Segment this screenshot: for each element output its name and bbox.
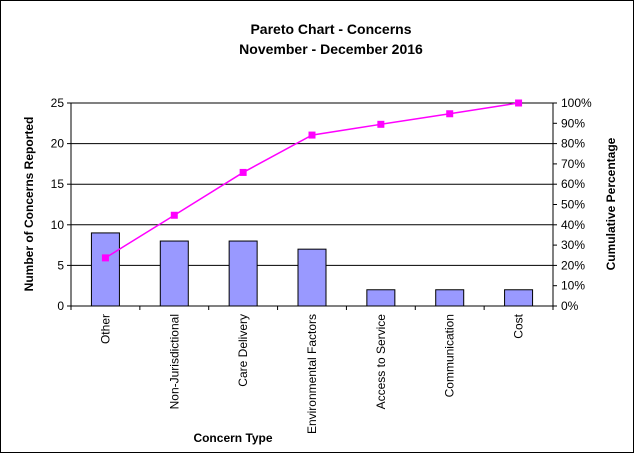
cumulative-point-2 [239, 168, 247, 176]
left-tick-label-2: 10 [51, 218, 65, 232]
left-tick-label-1: 5 [57, 258, 64, 272]
bar-6 [504, 289, 534, 307]
right-tick-label-0: 0% [561, 299, 579, 313]
left-tick-label-3: 15 [51, 177, 65, 191]
cumulative-point-6 [515, 99, 523, 107]
gridlines [71, 102, 553, 266]
bar-3 [297, 248, 327, 307]
x-tick-label-1: Non-Jurisdictional [167, 314, 181, 409]
x-tick-label-0: Other [98, 314, 112, 344]
right-tick-label-8: 80% [561, 137, 585, 151]
y-axis-title: Number of Concerns Reported [22, 117, 36, 292]
right-tick-label-5: 50% [561, 198, 585, 212]
cumulative-point-3 [308, 131, 316, 139]
bar-2 [228, 240, 258, 307]
right-tick-label-10: 100% [561, 96, 592, 110]
bars [90, 232, 534, 307]
cumulative-point-0 [101, 254, 109, 262]
x-tick-label-4: Access to Service [374, 314, 388, 410]
x-tick-label-5: Communication [443, 314, 457, 397]
x-axis-title: Concern Type [193, 431, 272, 445]
cumulative-line-layer [101, 99, 523, 262]
right-tick-label-4: 40% [561, 218, 585, 232]
bar-0 [90, 232, 120, 307]
x-tick-label-2: Care Delivery [236, 314, 250, 387]
right-tick-label-2: 20% [561, 258, 585, 272]
right-tick-label-3: 30% [561, 238, 585, 252]
x-tick-label-3: Environmental Factors [305, 314, 319, 434]
cumulative-point-5 [446, 110, 454, 118]
cumulative-point-1 [170, 211, 178, 219]
cumulative-point-4 [377, 120, 385, 128]
x-tick-label-6: Cost [512, 313, 526, 338]
left-axis: 0 5 10 15 20 25 [51, 96, 72, 313]
chart-title: Pareto Chart - Concerns [250, 21, 411, 37]
x-axis: Other Non-Jurisdictional Care Delivery Envi… [70, 305, 554, 434]
right-tick-label-6: 60% [561, 177, 585, 191]
right-tick-label-9: 90% [561, 116, 585, 130]
bar-1 [159, 240, 189, 307]
left-tick-label-5: 25 [51, 96, 65, 110]
bar-5 [435, 289, 465, 307]
y2-axis-title: Cumulative Percentage [604, 137, 618, 270]
right-tick-label-1: 10% [561, 279, 585, 293]
left-tick-label-4: 20 [51, 137, 65, 151]
bar-4 [366, 289, 396, 307]
right-tick-label-7: 70% [561, 157, 585, 171]
left-tick-label-0: 0 [57, 299, 64, 313]
chart-subtitle: November - December 2016 [239, 41, 423, 57]
right-axis: 0% 10% 20% 30% 40% 50% 60% 70% 80% 90% 100% [552, 96, 592, 313]
cumulative-line [105, 102, 519, 259]
